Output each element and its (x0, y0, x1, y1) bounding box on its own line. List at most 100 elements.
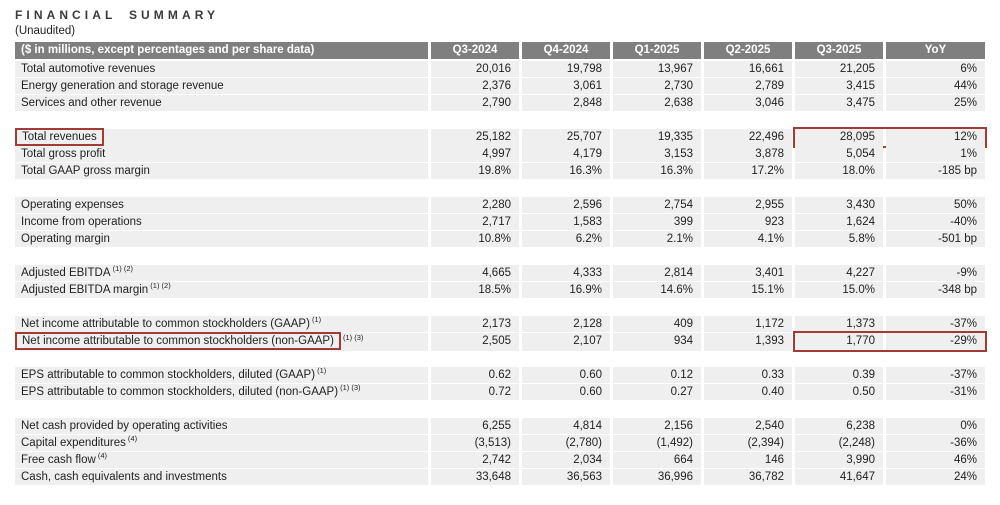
value-cell-yoy: -31% (886, 384, 985, 400)
value-cell-q2-2025: 4.1% (704, 231, 792, 247)
value-cell-q1-2025: 2,730 (613, 78, 701, 94)
value-cell-yoy: -37% (886, 316, 985, 332)
column-header-yoy: YoY (886, 42, 985, 59)
value-cell-q1-2025: 2,638 (613, 95, 701, 111)
value-cell-yoy: 12% (886, 129, 985, 147)
value-cell-q2-2025: 16,661 (704, 61, 792, 77)
column-header-q1-2025: Q1-2025 (613, 42, 701, 59)
row-label-cell: Adjusted EBITDA margin (1) (2) (15, 282, 428, 298)
value-cell-q3-2024: 2,742 (431, 452, 519, 468)
table-row: EPS attributable to common stockholders,… (15, 367, 985, 383)
table-row: Cash, cash equivalents and investments 33… (15, 469, 985, 485)
value-cell-q4-2024: 4,814 (522, 418, 610, 434)
value-cell-q3-2025: 5,054 (795, 146, 883, 162)
value-cell-q4-2024: 16.3% (522, 163, 610, 179)
table-row: Adjusted EBITDA (1) (2) 4,665 4,333 2,814 3,… (15, 265, 985, 281)
value-cell-q4-2024: 4,179 (522, 146, 610, 162)
value-cell-yoy: -348 bp (886, 282, 985, 298)
row-label-cell: Net income attributable to common stockh… (15, 332, 428, 351)
page-subtitle: (Unaudited) (15, 25, 76, 37)
value-cell-q3-2025: 4,227 (795, 265, 883, 281)
value-cell-yoy: 25% (886, 95, 985, 111)
table-row: Income from operations 2,717 1,583 399 923 1,… (15, 214, 985, 230)
footnote-marker: (4) (125, 434, 138, 444)
column-header-q4-2024: Q4-2024 (522, 42, 610, 59)
value-cell-q1-2025: 0.27 (613, 384, 701, 400)
row-label: Net income attributable to common stockh… (21, 318, 310, 330)
value-cell-yoy: 24% (886, 469, 985, 485)
row-label: Income from operations (21, 216, 142, 228)
value-cell-q4-2024: 16.9% (522, 282, 610, 298)
value-cell-q1-2025: 409 (613, 316, 701, 332)
value-cell-q1-2025: 399 (613, 214, 701, 230)
row-label: Capital expenditures (21, 437, 126, 449)
group-spacer (15, 299, 985, 315)
value-cell-q2-2025: 2,540 (704, 418, 792, 434)
value-cell-q1-2025: (1,492) (613, 435, 701, 451)
row-label-cell: Operating margin (15, 231, 428, 247)
value-cell-q2-2025: 0.40 (704, 384, 792, 400)
value-cell-q3-2024: 6,255 (431, 418, 519, 434)
value-cell-q1-2025: 36,996 (613, 469, 701, 485)
financial-summary-table: ($ in millions, except percentages and p… (15, 42, 987, 485)
value-cell-q4-2024: 2,848 (522, 95, 610, 111)
table-row: Net income attributable to common stockh… (15, 316, 985, 332)
value-cell-q3-2025: 21,205 (795, 61, 883, 77)
value-cell-yoy: 46% (886, 452, 985, 468)
financial-summary-page: FINANCIAL SUMMARY (Unaudited) ($ in mill… (15, 8, 987, 485)
footnote-marker: (1) (3) (338, 383, 361, 393)
value-cell-q3-2024: 2,717 (431, 214, 519, 230)
row-label-cell: Net cash provided by operating activitie… (15, 418, 428, 434)
row-label-cell: Capital expenditures (4) (15, 435, 428, 451)
value-cell-q4-2024: 0.60 (522, 367, 610, 383)
row-label-cell: Total automotive revenues (15, 61, 428, 77)
value-cell-q2-2025: 36,782 (704, 469, 792, 485)
table-body: Total automotive revenues 20,016 19,798 13,… (15, 61, 987, 485)
value-cell-yoy: 6% (886, 61, 985, 77)
row-label: Adjusted EBITDA margin (21, 284, 149, 296)
value-cell-q3-2024: 2,790 (431, 95, 519, 111)
row-label: Cash, cash equivalents and investments (21, 471, 227, 483)
row-label-cell: Income from operations (15, 214, 428, 230)
row-label: Total gross profit (21, 148, 106, 160)
value-cell-q2-2025: 22,496 (704, 129, 792, 147)
row-label: EPS attributable to common stockholders,… (21, 386, 339, 398)
value-cell-q4-2024: 2,596 (522, 197, 610, 213)
value-cell-yoy: -185 bp (886, 163, 985, 179)
value-cell-q4-2024: 6.2% (522, 231, 610, 247)
footnote-marker: (1) (2) (110, 264, 133, 274)
footnote-marker: (1) (2) (148, 281, 171, 291)
red-callout-box-label: Total revenues (15, 128, 104, 146)
footnote-marker: (4) (95, 451, 108, 461)
table-header-units-label: ($ in millions, except percentages and p… (15, 42, 428, 59)
value-cell-q3-2024: 2,280 (431, 197, 519, 213)
table-row: Energy generation and storage revenue 2,3… (15, 78, 985, 94)
value-cell-q1-2025: 13,967 (613, 61, 701, 77)
value-cell-q2-2025: 146 (704, 452, 792, 468)
value-cell-q3-2024: 2,173 (431, 316, 519, 332)
group-spacer (15, 350, 985, 366)
table-row: Total gross profit 4,997 4,179 3,153 3,878 5,… (15, 146, 985, 162)
value-cell-yoy: 0% (886, 418, 985, 434)
value-cell-q1-2025: 19,335 (613, 129, 701, 147)
value-cell-q3-2025: 3,990 (795, 452, 883, 468)
table-row: Operating expenses 2,280 2,596 2,754 2,955 3,… (15, 197, 985, 213)
value-cell-q3-2025: 3,415 (795, 78, 883, 94)
row-label-cell: EPS attributable to common stockholders,… (15, 367, 428, 383)
value-cell-q1-2025: 2,754 (613, 197, 701, 213)
value-cell-q1-2025: 3,153 (613, 146, 701, 162)
value-cell-q3-2025: 3,475 (795, 95, 883, 111)
row-label: Total GAAP gross margin (21, 165, 150, 177)
value-cell-q1-2025: 664 (613, 452, 701, 468)
value-cell-q2-2025: 2,955 (704, 197, 792, 213)
table-row: Total revenues 25,182 25,707 19,335 22,496 28… (15, 127, 987, 148)
value-cell-q2-2025: 1,393 (704, 333, 792, 351)
value-cell-q2-2025: 3,878 (704, 146, 792, 162)
value-cell-q3-2024: 18.5% (431, 282, 519, 298)
group-spacer (15, 401, 985, 417)
value-cell-q4-2024: 0.60 (522, 384, 610, 400)
value-cell-q3-2024: 0.62 (431, 367, 519, 383)
value-cell-q3-2025: 41,647 (795, 469, 883, 485)
row-label: Adjusted EBITDA (21, 267, 111, 279)
column-header-q3-2024: Q3-2024 (431, 42, 519, 59)
